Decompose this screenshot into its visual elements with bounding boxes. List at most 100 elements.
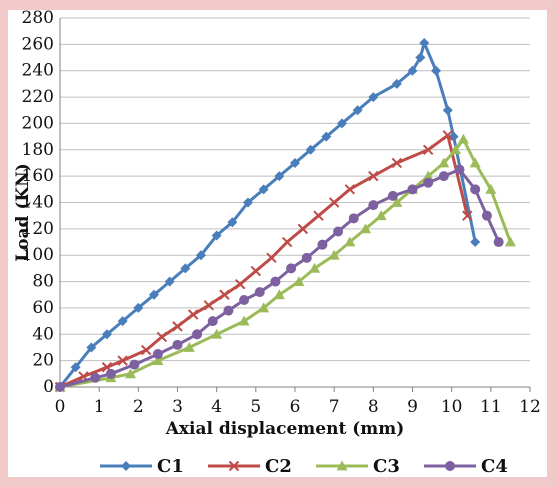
data-point-c4 xyxy=(407,184,418,195)
data-point-c1 xyxy=(442,105,453,116)
data-point-c2 xyxy=(172,321,183,332)
data-point-c2 xyxy=(156,331,168,343)
x-stroke xyxy=(297,223,309,235)
data-point-c4 xyxy=(387,190,398,201)
legend-swatch-marker xyxy=(121,461,131,471)
data-point-c4 xyxy=(454,164,465,175)
data-point-c2 xyxy=(117,355,128,366)
data-point-c2 xyxy=(391,157,403,169)
data-point-c3 xyxy=(485,183,497,194)
data-point-c1 xyxy=(368,92,379,103)
legend-label: C2 xyxy=(265,456,292,477)
legend-item-c3: C3 xyxy=(316,456,400,477)
y-tick-label: 20 xyxy=(32,351,54,371)
x-tick-label: 0 xyxy=(55,397,66,417)
data-point-c1 xyxy=(274,171,285,182)
series-c2 xyxy=(54,130,473,393)
x-stroke xyxy=(250,265,262,277)
y-tick-label: 120 xyxy=(22,219,54,239)
data-point-c4 xyxy=(470,184,481,195)
x-stroke xyxy=(172,321,183,332)
data-point-c1 xyxy=(337,118,347,129)
data-point-c3 xyxy=(450,144,462,155)
x-tick-label: 6 xyxy=(290,397,301,417)
data-point-c1 xyxy=(352,105,363,116)
x-tick-label: 9 xyxy=(407,397,418,417)
data-point-c3 xyxy=(438,157,450,168)
y-tick-label: 140 xyxy=(22,193,54,213)
data-point-c4 xyxy=(333,226,344,237)
data-point-c3 xyxy=(360,223,371,234)
data-point-c1 xyxy=(407,65,418,76)
data-point-c1 xyxy=(133,302,144,313)
data-point-c1 xyxy=(431,65,441,76)
data-point-c4 xyxy=(270,276,281,287)
data-point-c4 xyxy=(423,177,434,188)
data-point-c3 xyxy=(328,249,340,260)
x-stroke xyxy=(281,236,293,248)
x-stroke xyxy=(266,252,277,264)
y-tick-label: 80 xyxy=(32,272,54,292)
data-point-c3 xyxy=(238,315,250,326)
data-point-c1 xyxy=(391,78,402,89)
series-c4 xyxy=(55,164,504,392)
x-stroke xyxy=(313,210,324,221)
chart-area xyxy=(8,10,547,477)
data-point-c1 xyxy=(196,250,206,261)
data-point-c2 xyxy=(368,170,379,182)
data-point-c3 xyxy=(309,262,321,273)
data-point-c4 xyxy=(368,200,379,211)
x-stroke xyxy=(117,355,128,366)
y-tick-label: 180 xyxy=(22,140,54,160)
y-tick-label: 40 xyxy=(32,324,54,344)
data-point-c4 xyxy=(207,316,218,327)
data-point-c1 xyxy=(180,263,191,274)
y-tick-label: 0 xyxy=(43,377,54,397)
legend-swatch-marker xyxy=(228,460,240,472)
data-point-c1 xyxy=(305,144,316,155)
data-point-c1 xyxy=(211,230,222,241)
x-tick-label: 1 xyxy=(94,397,105,417)
data-point-c3 xyxy=(469,157,481,168)
y-tick-label: 220 xyxy=(22,87,54,107)
x-stroke xyxy=(422,144,434,155)
x-tick-label: 4 xyxy=(211,397,222,417)
data-point-c1 xyxy=(290,157,300,168)
data-point-c1 xyxy=(102,329,112,340)
data-point-c3 xyxy=(344,236,356,247)
data-point-c2 xyxy=(234,279,246,290)
x-stroke xyxy=(442,130,453,141)
data-point-c1 xyxy=(117,316,128,327)
legend-label: C3 xyxy=(373,456,400,477)
data-point-c4 xyxy=(192,329,203,340)
data-point-c3 xyxy=(152,355,164,366)
data-point-c1 xyxy=(415,52,426,63)
legend-label: C4 xyxy=(481,456,508,477)
legend-item-c4: C4 xyxy=(424,456,508,477)
data-point-c2 xyxy=(344,184,356,195)
x-tick-label: 2 xyxy=(133,397,144,417)
legend-swatch-marker xyxy=(445,461,455,471)
data-point-c2 xyxy=(250,265,262,277)
x-tick-label: 12 xyxy=(519,397,541,417)
x-stroke xyxy=(228,460,240,472)
data-point-c4 xyxy=(55,382,65,392)
data-point-c3 xyxy=(125,368,136,379)
x-tick-label: 8 xyxy=(368,397,379,417)
data-point-c4 xyxy=(129,359,140,370)
y-tick-label: 100 xyxy=(22,245,54,265)
data-point-c1 xyxy=(164,276,175,287)
x-stroke xyxy=(203,300,215,311)
data-point-c4 xyxy=(286,263,297,274)
data-point-c3 xyxy=(183,341,195,352)
x-stroke xyxy=(344,184,356,195)
x-axis-title: Axial displacement (mm) xyxy=(165,419,405,439)
data-point-c4 xyxy=(105,368,116,379)
y-axis-title: Load (KN) xyxy=(13,163,33,262)
data-point-c4 xyxy=(239,295,250,306)
data-point-c3 xyxy=(391,197,403,207)
data-point-c2 xyxy=(187,309,199,320)
data-point-c4 xyxy=(493,237,504,248)
y-tick-label: 260 xyxy=(22,34,54,54)
